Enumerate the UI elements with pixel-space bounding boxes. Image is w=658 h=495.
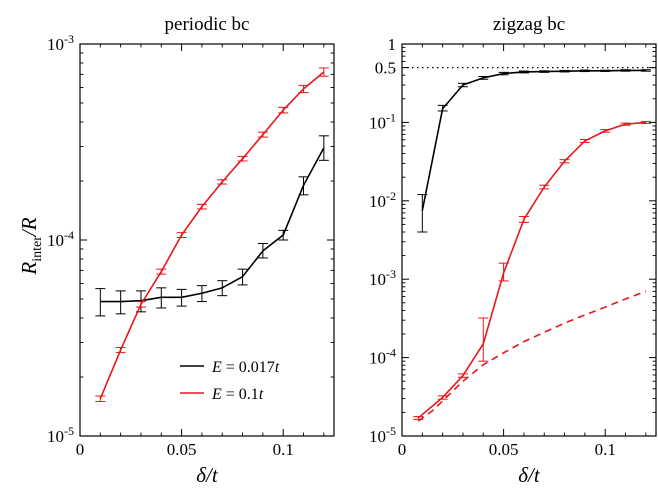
y-tick-base: 10 <box>369 270 386 289</box>
y-tick-base: 10 <box>47 427 64 446</box>
y-tick-base: 10 <box>369 192 386 211</box>
y-tick-exponent: -1 <box>386 110 396 124</box>
x-axis-label: δ/t <box>518 463 541 487</box>
legend-value: = 0.1 <box>222 386 259 403</box>
y-tick-label: 10-2 <box>369 189 396 211</box>
y-tick-label: 0.5 <box>375 59 396 78</box>
series-layer <box>95 67 329 402</box>
series-line <box>417 121 646 419</box>
legend-unit: t <box>259 386 264 403</box>
y-tick-base: 10 <box>47 35 64 54</box>
series-layer <box>413 69 651 422</box>
y-tick-label: 10-5 <box>47 424 74 446</box>
y-tick-label: 1 <box>388 35 397 54</box>
x-tick-label: 0.1 <box>595 440 616 459</box>
legend-label: E = 0.1t <box>211 386 264 403</box>
y-tick-exponent: -3 <box>386 267 396 281</box>
x-tick-label: 0 <box>398 440 407 459</box>
panel-title: zigzag bc <box>493 14 565 35</box>
series-line <box>100 147 325 303</box>
panel-periodic: periodic bc0 0.05 0.110-510-410-3δ/tE = 0.… <box>47 14 335 487</box>
y-axis-label-sub: inter <box>30 236 45 262</box>
y-tick-label: 10-3 <box>369 267 396 289</box>
y-tick-base: 10 <box>369 113 386 132</box>
series-line-dashed <box>417 290 647 422</box>
x-tick-label: 0.05 <box>167 440 197 459</box>
panel-zigzag: zigzag bc0 0.05 0.110-510-410-310-210-10.5… <box>369 14 657 487</box>
y-axis-label-main: R <box>17 262 41 276</box>
legend-var: E <box>211 386 222 403</box>
x-tick-label: 0 <box>76 440 85 459</box>
x-tick-label: 0.1 <box>273 440 294 459</box>
y-tick-label: 10-4 <box>47 228 74 250</box>
y-tick-base: 10 <box>369 427 386 446</box>
y-tick-base: 10 <box>47 231 64 250</box>
legend-label: E = 0.017t <box>211 359 280 376</box>
legend-var: E <box>211 359 222 376</box>
y-tick-exponent: -5 <box>64 424 74 438</box>
plot-frame <box>401 43 657 437</box>
y-tick-label: 10-4 <box>369 346 396 368</box>
legend-value: = 0.017 <box>222 359 275 376</box>
y-tick-exponent: -5 <box>386 424 396 438</box>
y-tick-label: 10-5 <box>369 424 396 446</box>
y-tick-exponent: -4 <box>386 346 396 360</box>
y-tick-label: 10-3 <box>47 32 74 54</box>
y-axis-label: Rinter/R <box>17 217 45 275</box>
series-line <box>99 71 325 399</box>
y-tick-exponent: -2 <box>386 189 396 203</box>
panel-title: periodic bc <box>165 14 250 35</box>
y-tick-exponent: -3 <box>64 32 74 46</box>
x-axis-label: δ/t <box>196 463 219 487</box>
plot-frame <box>79 43 335 437</box>
x-tick-label: 0.05 <box>489 440 519 459</box>
series-line <box>421 69 646 211</box>
legend-unit: t <box>275 359 280 376</box>
y-tick-label: 10-1 <box>369 110 396 132</box>
y-tick-exponent: -4 <box>64 228 74 242</box>
y-axis-label-tail: /R <box>17 217 41 237</box>
y-tick-base: 10 <box>369 349 386 368</box>
